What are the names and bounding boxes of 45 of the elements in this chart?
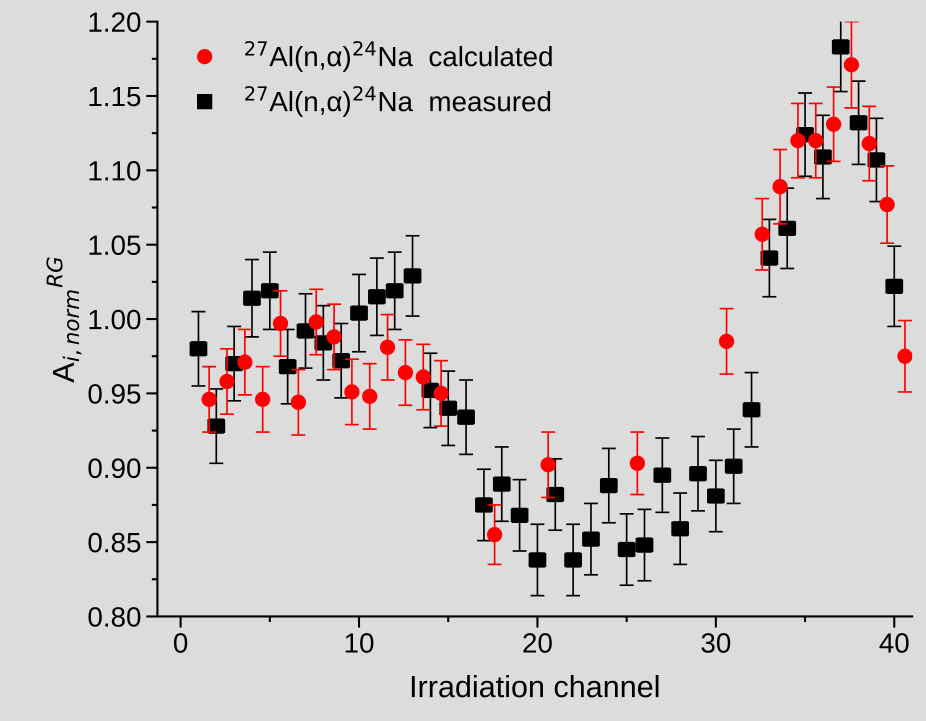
point bbox=[540, 457, 556, 472]
point bbox=[380, 340, 396, 355]
point bbox=[219, 374, 235, 390]
y-tick-label: 1.20 bbox=[90, 12, 140, 32]
point bbox=[790, 132, 806, 148]
point bbox=[808, 132, 824, 148]
point bbox=[772, 179, 788, 194]
point bbox=[416, 369, 431, 385]
y-tick-label: 1.00 bbox=[90, 310, 140, 330]
y-tick-label: 1.15 bbox=[90, 86, 140, 106]
point bbox=[630, 456, 645, 471]
point bbox=[202, 392, 217, 407]
legend-label: $^{27}$Al(n,α)$^{24}$Na calculated bbox=[245, 41, 552, 72]
point bbox=[272, 316, 288, 332]
point bbox=[290, 394, 306, 410]
point bbox=[433, 386, 449, 402]
point bbox=[754, 226, 770, 242]
point bbox=[344, 384, 360, 400]
y-tick-label: 0.95 bbox=[88, 384, 140, 404]
point bbox=[826, 116, 842, 132]
point bbox=[486, 527, 502, 542]
point bbox=[326, 329, 342, 345]
point bbox=[255, 392, 270, 407]
x-axis-title: Irradiation channel bbox=[412, 674, 658, 698]
point bbox=[308, 314, 324, 330]
y-axis-title: A$_{i,norm}$$^{RG}$ bbox=[46, 257, 82, 383]
legend-label: $^{27}$Al(n,α)$^{24}$Na measured bbox=[245, 86, 550, 117]
y-tick-label: 1.10 bbox=[90, 161, 140, 181]
x-tick-label: 20 bbox=[523, 633, 552, 653]
point bbox=[362, 388, 378, 404]
y-tick-label: 1.05 bbox=[90, 235, 140, 256]
x-tick-label: 40 bbox=[879, 633, 909, 653]
point bbox=[718, 334, 734, 349]
x-tick-label: 10 bbox=[346, 633, 374, 653]
point bbox=[844, 57, 860, 72]
x-tick-label: 30 bbox=[701, 633, 730, 653]
point bbox=[862, 136, 877, 152]
y-tick-label: 0.90 bbox=[88, 458, 140, 478]
x-tick-label: 0 bbox=[174, 633, 188, 653]
y-tick-label: 0.85 bbox=[88, 532, 140, 552]
y-tick-label: 0.80 bbox=[88, 607, 140, 627]
point bbox=[398, 364, 414, 380]
point bbox=[897, 348, 912, 364]
point bbox=[237, 354, 252, 370]
point bbox=[879, 196, 895, 212]
